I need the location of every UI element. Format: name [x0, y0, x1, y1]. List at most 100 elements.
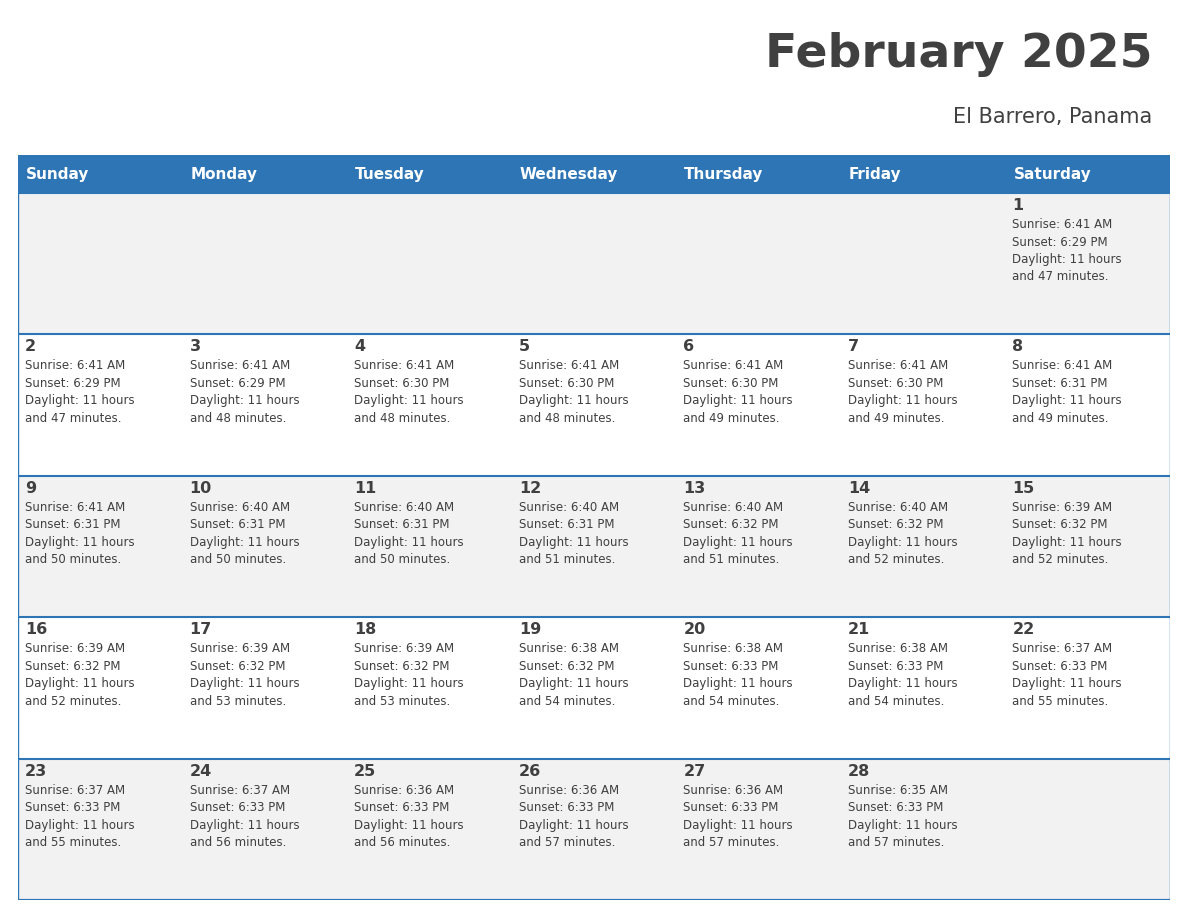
Text: and 49 minutes.: and 49 minutes. — [1012, 412, 1108, 425]
Text: 24: 24 — [190, 764, 211, 778]
Text: Sunset: 6:29 PM: Sunset: 6:29 PM — [25, 377, 121, 390]
Text: Sunrise: 6:41 AM: Sunrise: 6:41 AM — [683, 360, 784, 373]
Text: Sunset: 6:33 PM: Sunset: 6:33 PM — [190, 801, 285, 814]
Text: Sunrise: 6:38 AM: Sunrise: 6:38 AM — [848, 643, 948, 655]
Text: Sunrise: 6:38 AM: Sunrise: 6:38 AM — [683, 643, 783, 655]
Text: 4: 4 — [354, 340, 365, 354]
Text: Daylight: 11 hours: Daylight: 11 hours — [25, 677, 134, 690]
Text: and 53 minutes.: and 53 minutes. — [190, 695, 286, 708]
Text: Sunset: 6:33 PM: Sunset: 6:33 PM — [848, 660, 943, 673]
Text: 22: 22 — [1012, 622, 1035, 637]
Text: Sunrise: 6:41 AM: Sunrise: 6:41 AM — [190, 360, 290, 373]
Text: and 51 minutes.: and 51 minutes. — [683, 554, 779, 566]
Text: Daylight: 11 hours: Daylight: 11 hours — [354, 677, 463, 690]
Text: Sunrise: 6:36 AM: Sunrise: 6:36 AM — [519, 784, 619, 797]
Text: 18: 18 — [354, 622, 377, 637]
Bar — [18, 193, 1170, 334]
Text: Daylight: 11 hours: Daylight: 11 hours — [25, 536, 134, 549]
Text: Sunset: 6:32 PM: Sunset: 6:32 PM — [683, 519, 779, 532]
Text: 27: 27 — [683, 764, 706, 778]
Bar — [18, 476, 1170, 617]
Text: Sunrise: 6:37 AM: Sunrise: 6:37 AM — [1012, 643, 1112, 655]
Text: and 57 minutes.: and 57 minutes. — [848, 836, 944, 849]
Text: and 50 minutes.: and 50 minutes. — [354, 554, 450, 566]
Text: and 54 minutes.: and 54 minutes. — [683, 695, 779, 708]
Text: 11: 11 — [354, 481, 377, 496]
Text: Monday: Monday — [190, 166, 258, 182]
Text: Sunset: 6:31 PM: Sunset: 6:31 PM — [190, 519, 285, 532]
Text: Sunrise: 6:41 AM: Sunrise: 6:41 AM — [519, 360, 619, 373]
Text: and 54 minutes.: and 54 minutes. — [519, 695, 615, 708]
Text: Daylight: 11 hours: Daylight: 11 hours — [354, 536, 463, 549]
Text: Sunrise: 6:36 AM: Sunrise: 6:36 AM — [354, 784, 454, 797]
Text: Sunset: 6:31 PM: Sunset: 6:31 PM — [25, 519, 120, 532]
Text: Sunrise: 6:41 AM: Sunrise: 6:41 AM — [25, 501, 125, 514]
Text: and 52 minutes.: and 52 minutes. — [848, 554, 944, 566]
Text: 14: 14 — [848, 481, 870, 496]
Text: and 47 minutes.: and 47 minutes. — [25, 412, 121, 425]
Text: Daylight: 11 hours: Daylight: 11 hours — [354, 819, 463, 832]
Text: Sunrise: 6:40 AM: Sunrise: 6:40 AM — [354, 501, 454, 514]
Text: and 55 minutes.: and 55 minutes. — [25, 836, 121, 849]
Polygon shape — [128, 31, 150, 65]
Text: Sunrise: 6:41 AM: Sunrise: 6:41 AM — [25, 360, 125, 373]
Text: Daylight: 11 hours: Daylight: 11 hours — [1012, 536, 1121, 549]
Text: Wednesday: Wednesday — [519, 166, 618, 182]
Text: Sunrise: 6:39 AM: Sunrise: 6:39 AM — [354, 643, 454, 655]
Text: and 49 minutes.: and 49 minutes. — [683, 412, 779, 425]
Text: Sunset: 6:31 PM: Sunset: 6:31 PM — [354, 519, 449, 532]
Text: Sunset: 6:33 PM: Sunset: 6:33 PM — [848, 801, 943, 814]
Text: and 53 minutes.: and 53 minutes. — [354, 695, 450, 708]
Text: Sunday: Sunday — [26, 166, 89, 182]
Text: Blue: Blue — [77, 84, 144, 109]
Text: and 51 minutes.: and 51 minutes. — [519, 554, 615, 566]
Text: Sunrise: 6:35 AM: Sunrise: 6:35 AM — [848, 784, 948, 797]
Text: Sunrise: 6:38 AM: Sunrise: 6:38 AM — [519, 643, 619, 655]
Text: Sunset: 6:33 PM: Sunset: 6:33 PM — [683, 801, 778, 814]
Text: 10: 10 — [190, 481, 211, 496]
Text: Sunrise: 6:37 AM: Sunrise: 6:37 AM — [190, 784, 290, 797]
Text: and 52 minutes.: and 52 minutes. — [1012, 554, 1108, 566]
Text: 3: 3 — [190, 340, 201, 354]
Text: and 48 minutes.: and 48 minutes. — [354, 412, 450, 425]
Text: Sunset: 6:33 PM: Sunset: 6:33 PM — [683, 660, 778, 673]
Text: Tuesday: Tuesday — [355, 166, 425, 182]
Text: Daylight: 11 hours: Daylight: 11 hours — [190, 536, 299, 549]
Text: 8: 8 — [1012, 340, 1024, 354]
Text: 2: 2 — [25, 340, 36, 354]
Text: Daylight: 11 hours: Daylight: 11 hours — [190, 819, 299, 832]
Text: and 56 minutes.: and 56 minutes. — [354, 836, 450, 849]
Text: Sunrise: 6:37 AM: Sunrise: 6:37 AM — [25, 784, 125, 797]
Bar — [18, 334, 1170, 476]
Text: Daylight: 11 hours: Daylight: 11 hours — [190, 395, 299, 408]
Text: Friday: Friday — [849, 166, 902, 182]
Text: and 54 minutes.: and 54 minutes. — [848, 695, 944, 708]
Text: and 57 minutes.: and 57 minutes. — [683, 836, 779, 849]
Text: Daylight: 11 hours: Daylight: 11 hours — [519, 677, 628, 690]
Bar — [18, 617, 1170, 758]
Text: 6: 6 — [683, 340, 695, 354]
Text: and 57 minutes.: and 57 minutes. — [519, 836, 615, 849]
Text: Sunset: 6:29 PM: Sunset: 6:29 PM — [190, 377, 285, 390]
Text: Daylight: 11 hours: Daylight: 11 hours — [519, 395, 628, 408]
Text: 12: 12 — [519, 481, 541, 496]
Text: Sunrise: 6:40 AM: Sunrise: 6:40 AM — [848, 501, 948, 514]
Text: Sunset: 6:30 PM: Sunset: 6:30 PM — [848, 377, 943, 390]
Text: Sunset: 6:33 PM: Sunset: 6:33 PM — [354, 801, 449, 814]
Text: 16: 16 — [25, 622, 48, 637]
Text: Sunset: 6:30 PM: Sunset: 6:30 PM — [683, 377, 778, 390]
Text: 28: 28 — [848, 764, 870, 778]
Text: El Barrero, Panama: El Barrero, Panama — [953, 106, 1152, 127]
Bar — [18, 155, 1170, 193]
Text: Sunset: 6:32 PM: Sunset: 6:32 PM — [354, 660, 449, 673]
Text: Sunset: 6:29 PM: Sunset: 6:29 PM — [1012, 236, 1108, 249]
Text: 1: 1 — [1012, 198, 1024, 213]
Text: Daylight: 11 hours: Daylight: 11 hours — [1012, 677, 1121, 690]
Text: Daylight: 11 hours: Daylight: 11 hours — [683, 677, 792, 690]
Text: Sunset: 6:33 PM: Sunset: 6:33 PM — [519, 801, 614, 814]
Text: Sunrise: 6:40 AM: Sunrise: 6:40 AM — [190, 501, 290, 514]
Text: General: General — [27, 31, 144, 58]
Text: and 48 minutes.: and 48 minutes. — [190, 412, 286, 425]
Text: Sunrise: 6:40 AM: Sunrise: 6:40 AM — [683, 501, 783, 514]
Text: Daylight: 11 hours: Daylight: 11 hours — [25, 819, 134, 832]
